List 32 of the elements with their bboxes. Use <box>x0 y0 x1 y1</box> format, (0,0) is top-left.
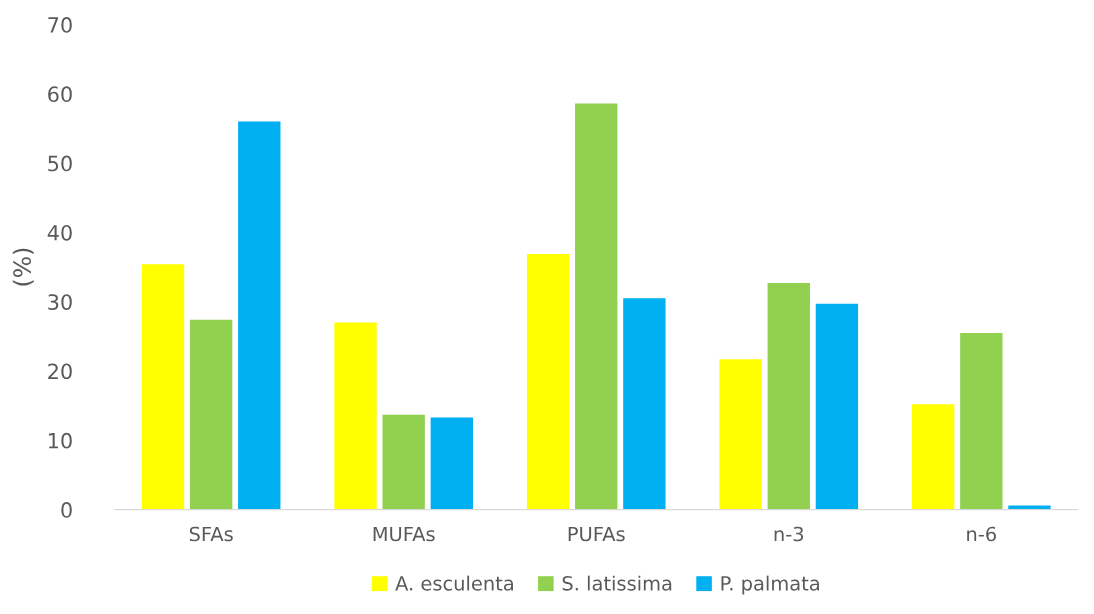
y-tick-label: 0 <box>61 502 72 518</box>
bar <box>238 121 281 510</box>
bar <box>382 414 425 510</box>
bar <box>815 303 859 510</box>
y-tick-label: 70 <box>48 17 72 33</box>
x-tick-label: SFAs <box>189 526 233 542</box>
bar <box>960 332 1003 510</box>
y-axis-title: (%) <box>12 248 34 286</box>
y-tick-label: 10 <box>48 432 72 449</box>
bar <box>767 283 810 510</box>
bar <box>334 322 377 510</box>
y-tick-label: 30 <box>48 294 72 310</box>
y-tick-label: 60 <box>48 86 72 103</box>
bar <box>141 264 185 510</box>
y-tick-label: 40 <box>47 224 72 241</box>
y-tick-label: 50 <box>48 155 72 172</box>
bar <box>189 319 233 510</box>
x-tick-label: PUFAs <box>568 526 625 542</box>
x-tick-label: MUFAs <box>373 526 435 542</box>
legend-label: A. esculenta <box>395 575 513 591</box>
bar <box>526 253 570 510</box>
bar <box>430 417 473 510</box>
bar <box>623 298 666 510</box>
bar <box>719 359 762 510</box>
x-tick-label: n-6 <box>967 526 996 542</box>
x-tick-label: n-3 <box>774 526 804 542</box>
bar <box>912 404 955 510</box>
bar <box>1008 505 1051 510</box>
y-tick-label: 20 <box>48 363 72 380</box>
legend-label: P. palmata <box>721 575 819 595</box>
legend-label: S. latissima <box>562 575 672 591</box>
bar <box>575 103 618 510</box>
